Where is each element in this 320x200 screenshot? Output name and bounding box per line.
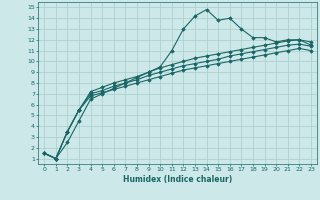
X-axis label: Humidex (Indice chaleur): Humidex (Indice chaleur) bbox=[123, 175, 232, 184]
